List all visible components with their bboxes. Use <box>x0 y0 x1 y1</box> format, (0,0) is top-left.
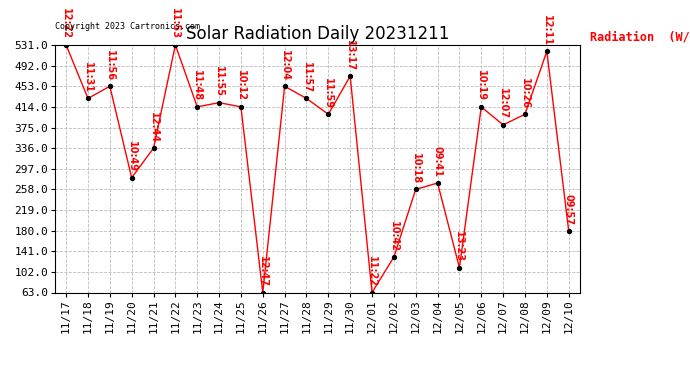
Point <box>104 83 115 89</box>
Text: 11:48: 11:48 <box>193 70 202 101</box>
Point <box>454 265 465 271</box>
Point <box>432 180 443 186</box>
Text: 10:19: 10:19 <box>476 70 486 101</box>
Point <box>476 104 487 110</box>
Point <box>257 290 268 296</box>
Point <box>170 42 181 48</box>
Point <box>410 186 421 192</box>
Point <box>323 111 334 117</box>
Text: 12:22: 12:22 <box>61 9 71 39</box>
Text: 12:47: 12:47 <box>258 256 268 287</box>
Point <box>279 83 290 89</box>
Point <box>126 175 137 181</box>
Text: 11:22: 11:22 <box>367 256 377 287</box>
Text: Copyright 2023 Cartronics.com: Copyright 2023 Cartronics.com <box>55 22 200 32</box>
Text: 11:59: 11:59 <box>324 78 333 109</box>
Point <box>214 100 225 106</box>
Point <box>148 145 159 151</box>
Text: 12:11: 12:11 <box>542 15 552 46</box>
Text: 11:31: 11:31 <box>83 62 93 93</box>
Text: 11:55: 11:55 <box>214 66 224 97</box>
Text: 13:17: 13:17 <box>345 40 355 70</box>
Point <box>83 95 94 101</box>
Point <box>301 95 312 101</box>
Text: 13:23: 13:23 <box>455 231 464 262</box>
Text: 12:07: 12:07 <box>498 88 508 119</box>
Text: 10:26: 10:26 <box>520 78 530 109</box>
Title: Solar Radiation Daily 20231211: Solar Radiation Daily 20231211 <box>186 26 449 44</box>
Point <box>563 228 574 234</box>
Text: 12:04: 12:04 <box>279 50 290 81</box>
Text: 11:53: 11:53 <box>170 9 180 39</box>
Point <box>344 73 356 79</box>
Point <box>61 42 72 48</box>
Point <box>366 290 377 296</box>
Text: 09:57: 09:57 <box>564 194 573 225</box>
Point <box>541 48 552 54</box>
Text: 09:41: 09:41 <box>433 147 442 177</box>
Text: 10:12: 10:12 <box>236 70 246 101</box>
Text: 12:44: 12:44 <box>148 112 159 142</box>
Text: 10:42: 10:42 <box>389 220 399 252</box>
Point <box>192 104 203 110</box>
Point <box>520 111 531 117</box>
Point <box>388 254 400 260</box>
Text: 11:56: 11:56 <box>105 50 115 81</box>
Text: 11:57: 11:57 <box>302 62 311 93</box>
Text: Radiation  (W/m2): Radiation (W/m2) <box>590 30 690 43</box>
Point <box>497 122 509 128</box>
Point <box>235 104 246 110</box>
Text: 10:18: 10:18 <box>411 153 421 184</box>
Text: 10:49: 10:49 <box>127 141 137 172</box>
